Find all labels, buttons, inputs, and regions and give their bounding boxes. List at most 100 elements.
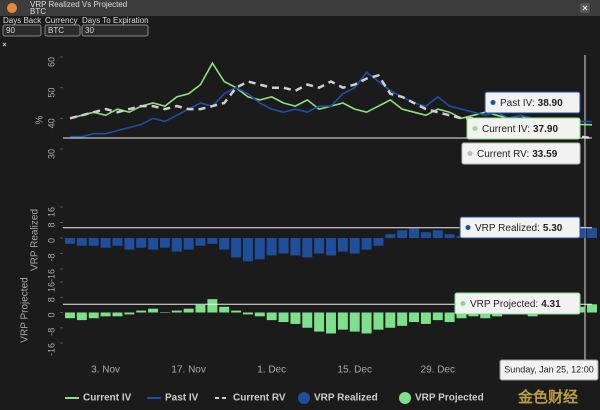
bar (314, 238, 325, 254)
tooltip-text: Current IV: 37.90 (482, 124, 558, 135)
bar (278, 312, 289, 323)
tooltip-value: 33.59 (532, 149, 557, 160)
bar (349, 312, 360, 332)
tooltip-label: Current IV: (482, 124, 530, 135)
control-input[interactable] (44, 24, 81, 37)
control-label: Days Back (3, 16, 42, 25)
y-tick-label: -8 (46, 328, 56, 336)
x-tick-label: 1. Dec (257, 365, 286, 376)
app-icon (7, 3, 17, 13)
bar (183, 308, 194, 313)
bar (326, 238, 336, 256)
bar (100, 238, 111, 248)
bar (136, 310, 147, 313)
y-tick-label: 8 (46, 297, 56, 302)
bar (397, 230, 408, 238)
bar (444, 234, 455, 238)
bar (148, 238, 159, 250)
tooltip-label: VRP Realized: (475, 223, 540, 234)
bar (337, 238, 348, 252)
control-input[interactable] (2, 24, 42, 37)
bar (136, 238, 147, 248)
legend-label[interactable]: VRP Realized (314, 393, 378, 404)
bar (373, 312, 384, 330)
tooltip-text: VRP Realized: 5.30 (475, 223, 563, 234)
x-tick-label: 29. Dec (421, 365, 455, 376)
bar (385, 312, 396, 328)
tooltip-text: Past IV: 38.90 (500, 98, 563, 109)
tooltip-label: VRP Projected: (470, 299, 538, 310)
bar (397, 312, 408, 326)
y-axis-label: % (35, 115, 46, 124)
bar (266, 312, 277, 321)
bar (195, 238, 206, 246)
tooltip-label: Current RV: (477, 149, 529, 160)
bar (456, 312, 467, 319)
bar (302, 238, 313, 258)
y-tick-label: 40 (46, 118, 56, 128)
y-tick-label: 0 (46, 238, 56, 243)
bar (373, 238, 384, 246)
bar (183, 238, 194, 250)
x-tick-label: 3. Nov (91, 365, 120, 376)
bar (337, 312, 348, 330)
tooltip-dot (465, 225, 471, 230)
bar (207, 238, 218, 244)
bar (65, 238, 75, 244)
bar (432, 230, 443, 238)
bar (290, 312, 301, 324)
bar (349, 238, 360, 254)
tooltip-label: Past IV: (500, 98, 535, 109)
bar (302, 312, 313, 328)
tooltip-value: 5.30 (543, 223, 563, 234)
legend-label[interactable]: Past IV (165, 393, 199, 404)
tooltip-text: Current RV: 33.59 (477, 149, 558, 160)
bar (171, 238, 182, 252)
bar (124, 312, 135, 315)
control-input[interactable] (81, 24, 149, 37)
legend-label[interactable]: VRP Projected (415, 393, 484, 404)
y-tick-label: -16 (46, 343, 56, 356)
date-tooltip-text: Sunday, Jan 25, 12:00 (504, 364, 593, 374)
y-tick-label: 30 (46, 149, 56, 159)
window-title: VRP Realized Vs Projected (30, 0, 127, 9)
bar (314, 312, 325, 332)
bar (480, 312, 491, 319)
y-tick-label: 16 (46, 207, 56, 217)
bar (159, 312, 170, 313)
tooltip-dot (467, 151, 473, 156)
y-axis-label: VRP Realized (30, 209, 41, 271)
date-tooltip (499, 359, 599, 381)
bar (409, 228, 420, 238)
bar (278, 238, 289, 254)
bar (100, 312, 111, 317)
control-label: Currency (45, 16, 77, 25)
tooltip-value: 4.31 (541, 299, 561, 310)
bar (361, 312, 372, 334)
bar (290, 238, 301, 256)
tooltip-box (484, 91, 581, 114)
tooltip-box (461, 142, 581, 165)
y-tick-label: 16 (46, 282, 56, 292)
bar (124, 238, 135, 250)
bar (219, 238, 230, 250)
y-axis-label: VRP Projected (20, 277, 31, 342)
bar (254, 312, 265, 317)
small-close[interactable] (2, 42, 7, 47)
tooltip-box (459, 216, 581, 239)
legend-label[interactable]: Current IV (83, 393, 132, 404)
bar (88, 312, 99, 319)
legend-swatch (298, 392, 310, 404)
legend-label[interactable]: Current RV (233, 393, 286, 404)
tooltip-box (454, 292, 581, 315)
title-bar (0, 0, 600, 16)
bar (587, 227, 597, 238)
tooltip-box (466, 117, 581, 140)
control-value: 90 (6, 26, 15, 35)
bar (420, 232, 431, 238)
close-icon (582, 5, 588, 11)
bar (171, 310, 182, 313)
